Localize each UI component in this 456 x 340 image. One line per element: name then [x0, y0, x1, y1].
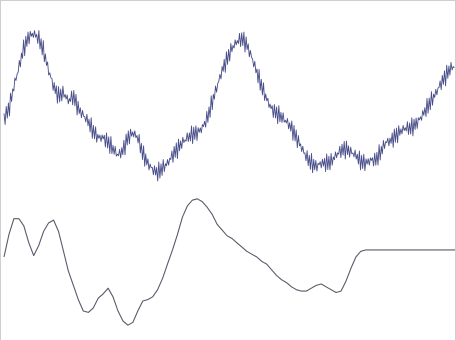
series-line-smooth-signal: [3, 198, 455, 326]
series-line-noisy-signal: [3, 30, 455, 182]
series-layer: [3, 30, 455, 326]
